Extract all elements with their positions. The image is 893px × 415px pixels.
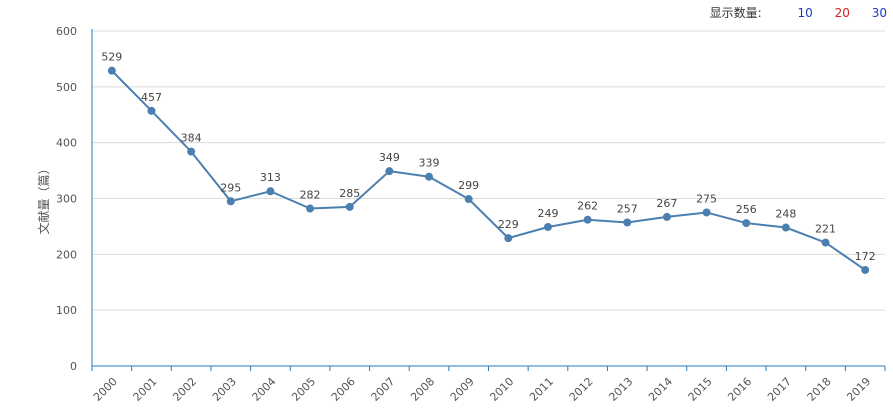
data-point	[425, 172, 434, 181]
data-point	[147, 106, 156, 115]
y-tick-label: 400	[56, 137, 77, 150]
data-labels: 529 457 384 295 313 282 285 349 339 299 229 249 262 2…	[101, 51, 875, 263]
y-tick-label: 500	[56, 81, 77, 94]
data-point	[464, 195, 473, 204]
data-point	[623, 218, 632, 227]
gridlines	[92, 30, 885, 311]
data-point	[226, 197, 235, 206]
x-tick-label: 2005	[289, 375, 318, 404]
data-point	[504, 234, 513, 243]
x-tick-label: 2011	[527, 375, 556, 404]
data-label: 349	[379, 151, 400, 164]
x-tick-label: 2002	[170, 375, 199, 404]
data-label: 248	[775, 208, 796, 221]
data-point	[266, 187, 275, 196]
y-axis-label: 文献量（篇）	[36, 162, 51, 234]
display-count-selector: 显示数量: 10 20 30	[710, 4, 887, 21]
data-label: 384	[181, 132, 202, 145]
x-tick-label: 2003	[210, 375, 239, 404]
data-point	[781, 223, 790, 232]
data-label: 295	[220, 181, 241, 194]
x-tick-label: 2001	[131, 375, 160, 404]
y-tick-label: 100	[56, 304, 77, 317]
data-point	[187, 147, 196, 156]
x-tick-label: 2012	[567, 375, 596, 404]
y-tick-label: 300	[56, 193, 77, 206]
data-label: 256	[736, 203, 757, 216]
x-tick-label: 2018	[805, 375, 834, 404]
data-point	[306, 204, 315, 213]
data-label: 285	[339, 187, 360, 200]
data-point	[702, 208, 711, 217]
x-tick-label: 2009	[448, 375, 477, 404]
data-point	[861, 265, 870, 274]
x-tick-label: 2010	[487, 375, 516, 404]
x-tick-label: 2016	[725, 375, 754, 404]
y-axis-ticks: 0 100 200 300 400 500 600	[56, 25, 77, 373]
display-count-label: 显示数量:	[709, 6, 762, 20]
data-point	[821, 238, 830, 247]
data-label: 282	[300, 189, 321, 202]
data-point	[662, 212, 671, 221]
x-tick-label: 2014	[646, 375, 675, 404]
x-tick-label: 2006	[329, 375, 358, 404]
data-label: 457	[141, 91, 162, 104]
data-point	[345, 202, 354, 211]
series-line	[111, 69, 866, 271]
data-point	[742, 219, 751, 228]
data-label: 529	[101, 51, 122, 64]
data-label: 249	[537, 207, 558, 220]
data-point	[583, 215, 592, 224]
data-point	[385, 167, 394, 176]
data-label: 229	[498, 218, 519, 231]
display-count-option-20[interactable]: 20	[834, 6, 850, 20]
y-tick-label: 600	[56, 25, 77, 38]
x-tick-label: 2000	[91, 375, 120, 404]
data-label: 299	[458, 179, 479, 192]
x-tick-label: 2015	[686, 375, 715, 404]
x-axis-ticks: 2000 2001 2002 2003 2004 2005 2006 2007 2008 2009…	[91, 375, 873, 404]
data-label: 267	[656, 197, 677, 210]
data-point	[543, 222, 552, 231]
x-tick-label: 2017	[765, 375, 794, 404]
series-layer	[107, 66, 870, 274]
display-count-option-30[interactable]: 30	[871, 6, 887, 20]
y-tick-label: 0	[70, 360, 77, 373]
axes	[91, 29, 886, 371]
data-label: 313	[260, 171, 281, 184]
data-label: 221	[815, 223, 836, 236]
data-label: 262	[577, 200, 598, 213]
data-point	[107, 66, 116, 75]
data-label: 275	[696, 192, 717, 205]
x-tick-label: 2008	[408, 375, 437, 404]
x-tick-label: 2019	[844, 375, 873, 404]
data-label: 257	[617, 203, 638, 216]
y-tick-label: 200	[56, 248, 77, 261]
display-count-option-10[interactable]: 10	[797, 6, 813, 20]
data-label: 172	[855, 250, 876, 263]
x-tick-label: 2013	[606, 375, 635, 404]
x-tick-label: 2007	[369, 375, 398, 404]
x-tick-label: 2004	[250, 375, 279, 404]
data-label: 339	[419, 157, 440, 170]
